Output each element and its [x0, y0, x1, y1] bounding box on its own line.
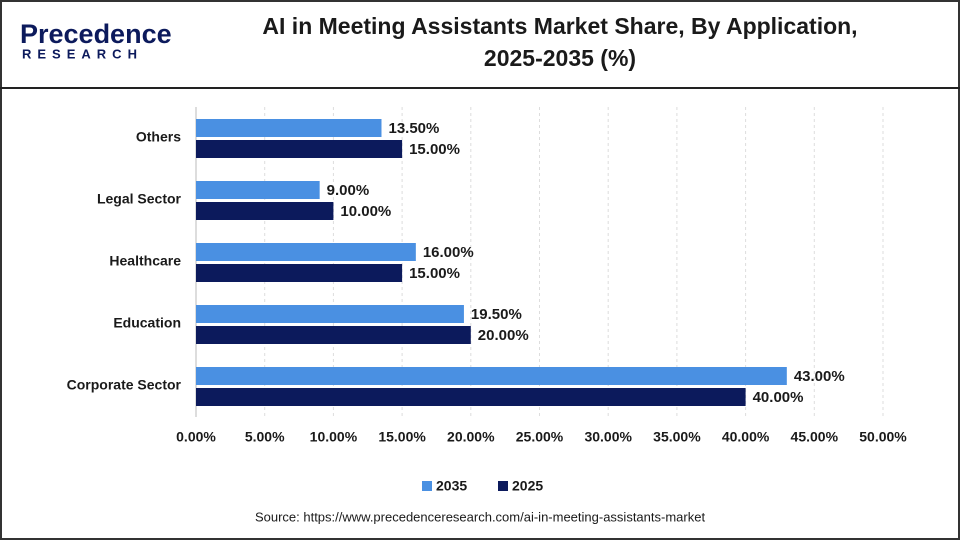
- x-tick-label: 5.00%: [245, 429, 285, 445]
- legend-label: 2035: [436, 478, 467, 494]
- bar: [196, 140, 403, 158]
- value-label: 15.00%: [409, 141, 460, 158]
- value-label: 19.50%: [471, 306, 522, 323]
- x-tick-label: 35.00%: [653, 429, 701, 445]
- bar: [196, 243, 416, 261]
- legend-swatch: [422, 481, 432, 491]
- bar: [196, 305, 464, 323]
- chart-subtitle: 2025-2035 (%): [484, 45, 636, 71]
- x-tick-label: 40.00%: [722, 429, 770, 445]
- bar: [196, 119, 382, 137]
- x-tick-label: 45.00%: [791, 429, 839, 445]
- y-tick-label: Education: [113, 315, 181, 331]
- logo-name: Precedence: [20, 19, 172, 49]
- bar: [196, 264, 403, 282]
- value-label: 16.00%: [423, 244, 474, 261]
- bar: [196, 388, 746, 406]
- value-label: 20.00%: [478, 327, 529, 344]
- y-tick-label: Others: [136, 129, 181, 145]
- logo-sub: RESEARCH: [22, 46, 143, 61]
- x-tick-label: 20.00%: [447, 429, 495, 445]
- y-tick-label: Corporate Sector: [67, 377, 182, 393]
- bar: [196, 202, 334, 220]
- bar: [196, 181, 320, 199]
- x-tick-label: 15.00%: [378, 429, 426, 445]
- value-label: 15.00%: [409, 265, 460, 282]
- x-tick-label: 0.00%: [176, 429, 216, 445]
- x-tick-label: 50.00%: [859, 429, 907, 445]
- legend-label: 2025: [512, 478, 543, 494]
- value-label: 13.50%: [388, 120, 439, 137]
- source: Source: https://www.precedenceresearch.c…: [255, 509, 706, 524]
- value-label: 40.00%: [753, 389, 804, 406]
- x-tick-label: 25.00%: [516, 429, 564, 445]
- value-label: 10.00%: [340, 203, 391, 220]
- value-label: 9.00%: [327, 182, 370, 199]
- chart-title: AI in Meeting Assistants Market Share, B…: [262, 13, 857, 39]
- x-tick-label: 10.00%: [310, 429, 358, 445]
- bar: [196, 367, 787, 385]
- y-tick-label: Legal Sector: [97, 191, 182, 207]
- legend-swatch: [498, 481, 508, 491]
- bar: [196, 326, 471, 344]
- value-label: 43.00%: [794, 368, 845, 385]
- y-tick-label: Healthcare: [109, 253, 181, 269]
- x-tick-label: 30.00%: [584, 429, 632, 445]
